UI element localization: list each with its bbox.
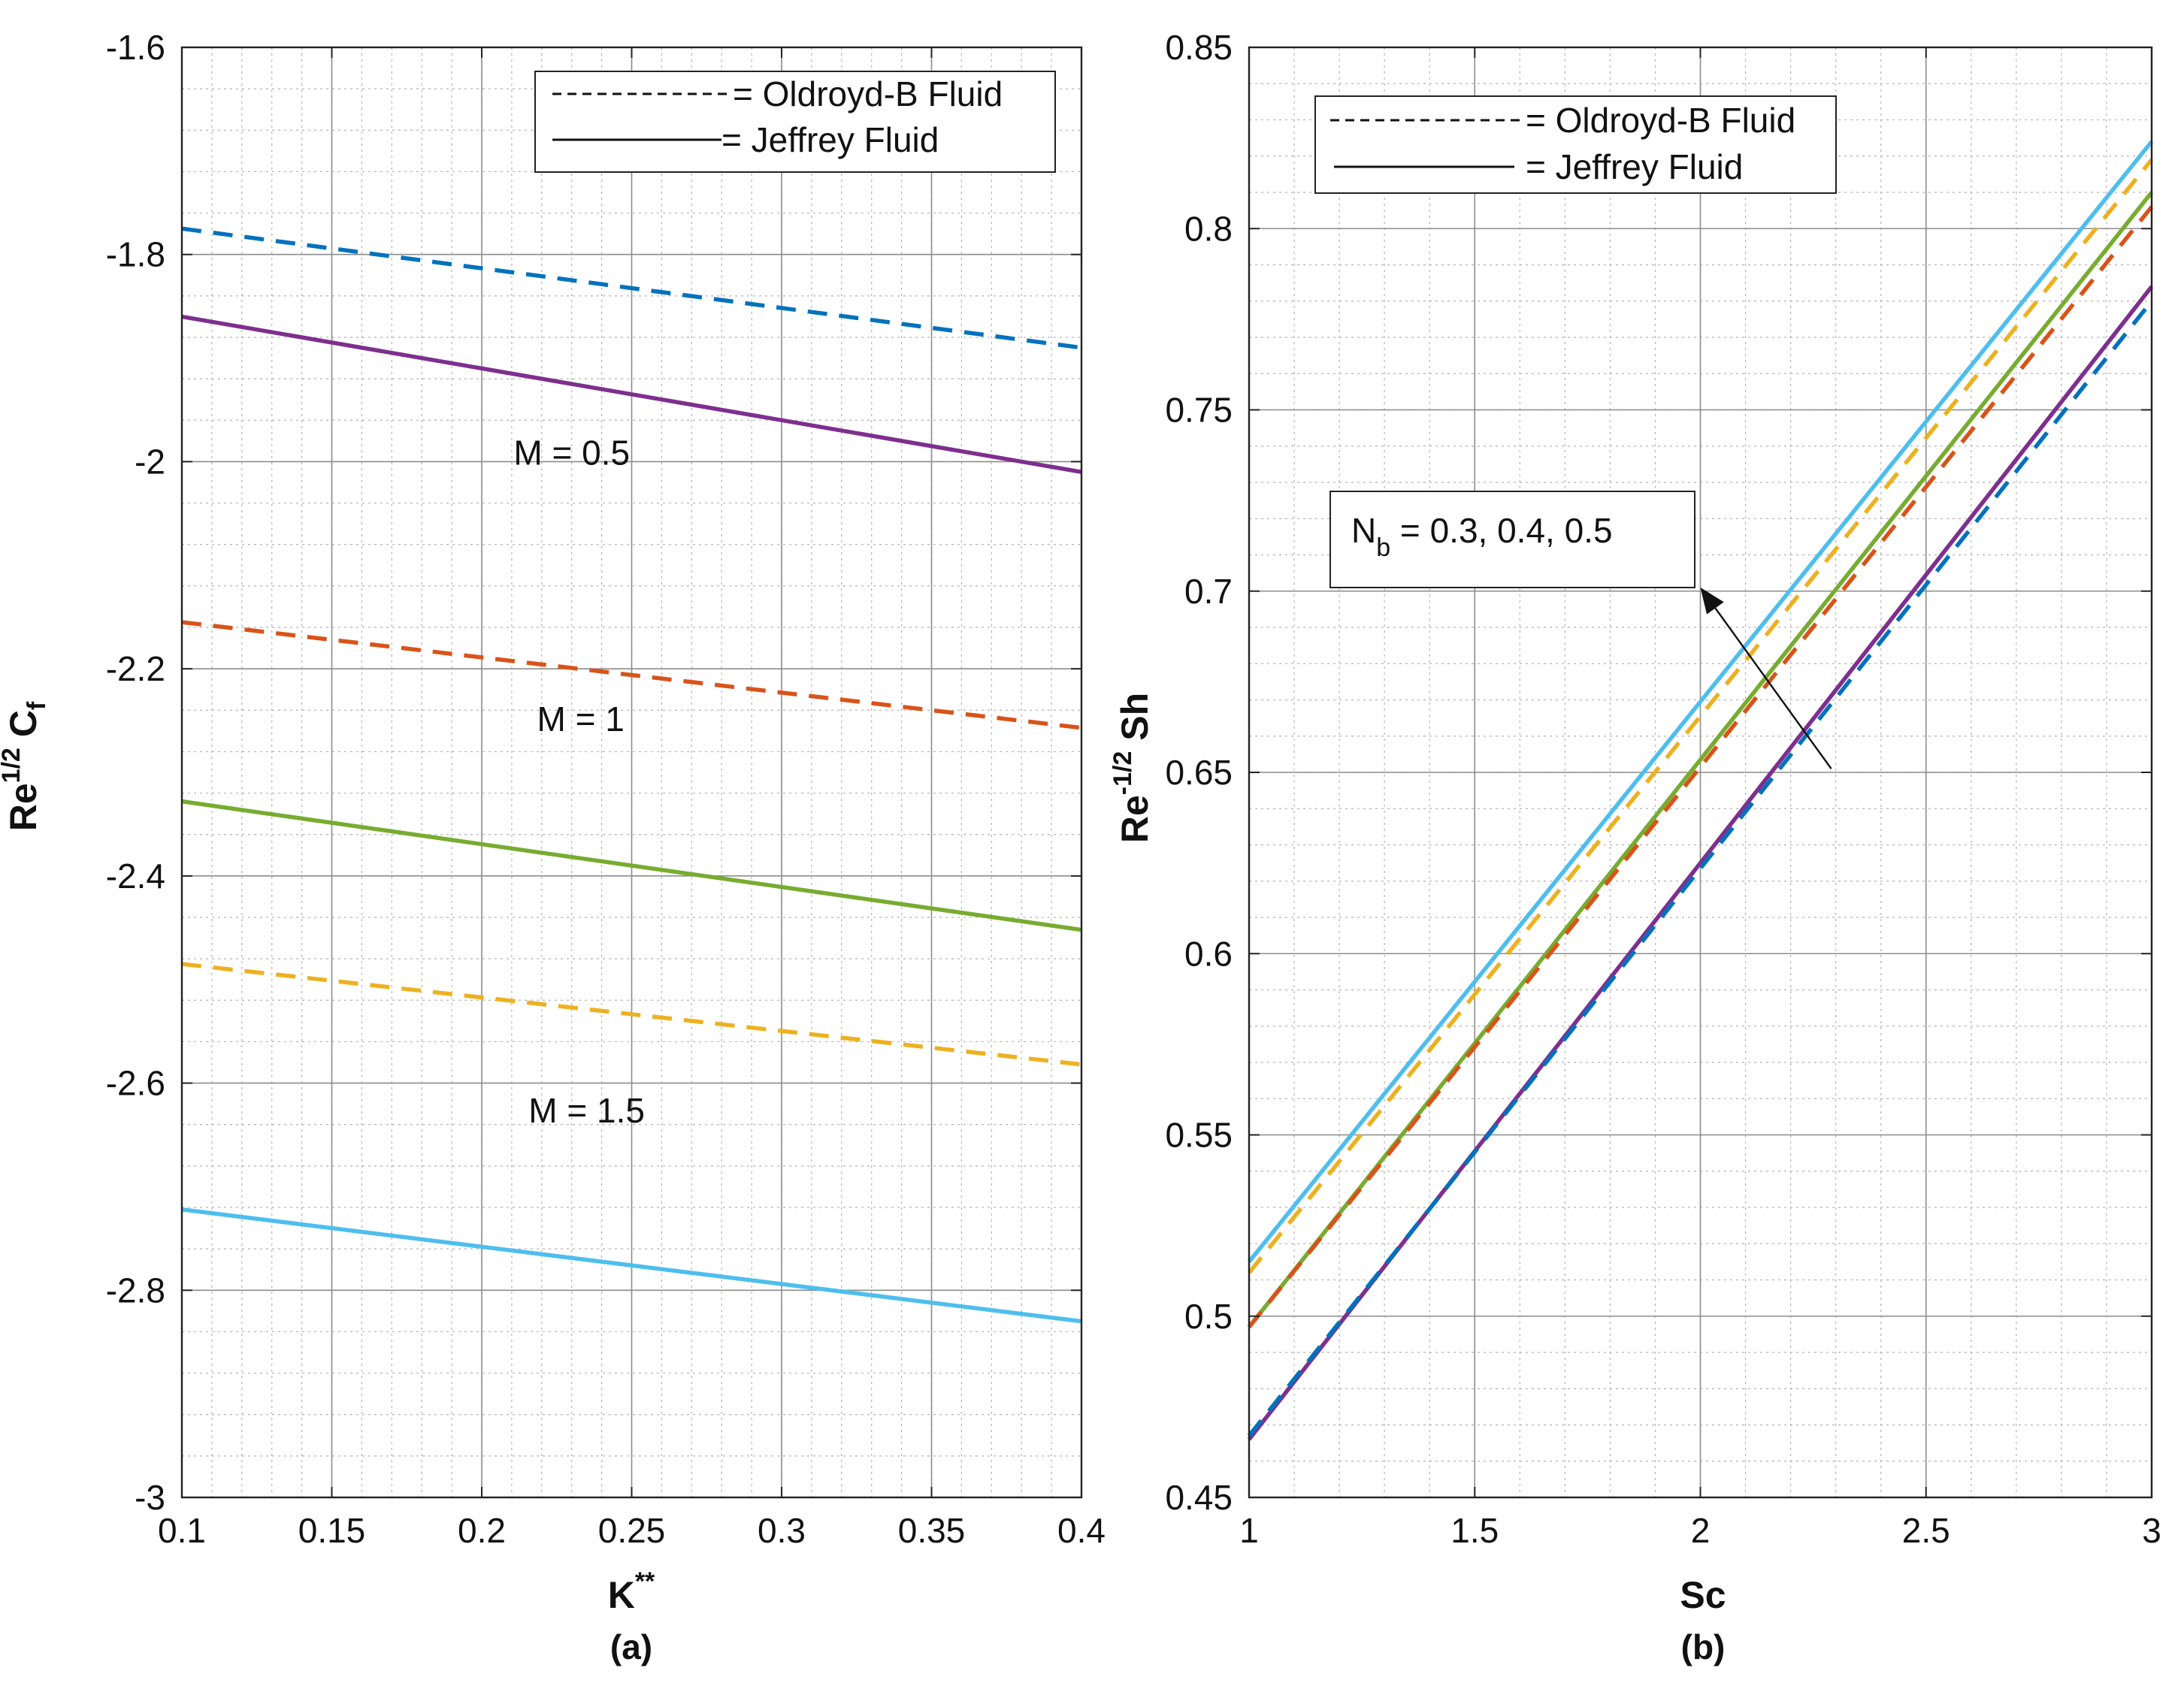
x-tick-label: 0.4 — [1057, 1511, 1106, 1550]
legend-label-oldroyd-a: = Oldroyd-B Fluid — [733, 74, 1003, 113]
x-tick-label: 2.5 — [1902, 1511, 1950, 1550]
y-axis-label-a: Re1/2 Cf — [0, 701, 51, 831]
series-line-a-1 — [181, 314, 1082, 474]
x-tick-label: 0.1 — [158, 1511, 206, 1550]
annotations-a: M = 0.5 M = 1 M = 1.5 — [513, 434, 645, 1130]
legend-label-jeffrey-a: = Jeffrey Fluid — [721, 120, 939, 159]
y-tick-label: -3 — [135, 1478, 165, 1517]
y-tick-label: 0.45 — [1165, 1478, 1233, 1517]
y-tick-label: 0.75 — [1165, 391, 1233, 430]
grid-b — [1248, 47, 2152, 1498]
x-tick-label: 1 — [1239, 1511, 1259, 1550]
annotation-nb: Nb = 0.3, 0.4, 0.5 — [1329, 491, 1832, 769]
x-axis-label-a: K** — [608, 1567, 655, 1616]
series-a — [181, 226, 1082, 1324]
x-axis-label-b: Sc — [1680, 1574, 1726, 1616]
annotation-arrow-line — [1714, 607, 1832, 769]
x-tick-label: 3 — [2142, 1511, 2161, 1550]
series-line-b-0 — [1247, 285, 2154, 1441]
y-tick-label: -2.4 — [106, 857, 165, 896]
annotation-m-1: M = 1 — [537, 699, 625, 739]
y-tick-label: -1.6 — [106, 28, 165, 67]
y-tick-label: 0.7 — [1184, 572, 1233, 611]
y-tick-label: -2.2 — [106, 649, 165, 688]
annotation-nb-text: Nb = 0.3, 0.4, 0.5 — [1351, 511, 1613, 562]
series-line-a-4 — [181, 962, 1082, 1067]
x-tick-label: 0.15 — [298, 1511, 366, 1550]
y-tick-label: 0.5 — [1184, 1297, 1233, 1336]
y-tick-label: 0.6 — [1184, 934, 1233, 973]
series-line-a-5 — [181, 1207, 1082, 1324]
legend-label-jeffrey-b: = Jeffrey Fluid — [1526, 147, 1743, 186]
series-line-b-1 — [1247, 300, 2154, 1437]
y-tick-label: -2 — [135, 442, 165, 481]
y-tick-label: 0.55 — [1165, 1116, 1233, 1155]
series-line-b-2 — [1247, 191, 2154, 1328]
ticks-b: 1 1.5 2 2.5 3 0.85 0.8 0.75 0.7 0.65 0.6 0.55 0.5 0.4… — [1165, 28, 2161, 1550]
chart-panel-a: 0.1 0.15 0.2 0.25 0.3 0.35 0.4 -1.6 -1.8 -2 -2.2 -2… — [0, 28, 1106, 1666]
ticks-a: 0.1 0.15 0.2 0.25 0.3 0.35 0.4 -1.6 -1.8 -2 -2.2 -2… — [106, 28, 1106, 1550]
y-tick-label: 0.85 — [1165, 28, 1233, 67]
chart-panel-b: 1 1.5 2 2.5 3 0.85 0.8 0.75 0.7 0.65 0.6 0.55 0.5 0.4… — [1109, 28, 2161, 1666]
legend-box-a — [534, 71, 1056, 173]
y-axis-label-b: Re-1/2 Sh — [1109, 693, 1156, 843]
legend-box-b — [1314, 95, 1837, 194]
series-line-b-3 — [1247, 205, 2154, 1328]
x-tick-label: 0.25 — [598, 1511, 666, 1550]
annotation-arrow-head — [1700, 587, 1724, 615]
panel-label-a: (a) — [610, 1627, 652, 1666]
y-tick-label: -2.6 — [106, 1064, 165, 1103]
panel-label-b: (b) — [1681, 1627, 1726, 1666]
annotation-m-1-5: M = 1.5 — [528, 1091, 645, 1130]
x-tick-label: 2 — [1691, 1511, 1711, 1550]
annotation-m-0-5: M = 0.5 — [513, 434, 630, 473]
series-line-b-5 — [1247, 158, 2154, 1274]
legend-label-oldroyd-b: = Oldroyd-B Fluid — [1526, 101, 1795, 140]
x-tick-label: 0.35 — [898, 1511, 966, 1550]
series-line-a-3 — [181, 799, 1082, 932]
y-tick-label: 0.65 — [1165, 753, 1233, 792]
y-tick-label: -1.8 — [106, 235, 165, 274]
legend-b: = Oldroyd-B Fluid = Jeffrey Fluid — [1314, 95, 1837, 194]
series-b — [1247, 140, 2154, 1441]
x-tick-label: 1.5 — [1450, 1511, 1499, 1550]
series-line-b-4 — [1247, 140, 2154, 1264]
series-line-a-2 — [181, 620, 1082, 730]
series-line-a-0 — [181, 226, 1082, 350]
y-tick-label: 0.8 — [1184, 209, 1233, 248]
legend-a: = Oldroyd-B Fluid = Jeffrey Fluid — [534, 71, 1056, 173]
x-tick-label: 0.2 — [458, 1511, 506, 1550]
y-tick-label: -2.8 — [106, 1271, 165, 1310]
x-tick-label: 0.3 — [758, 1511, 806, 1550]
annotation-box-nb — [1329, 491, 1695, 588]
